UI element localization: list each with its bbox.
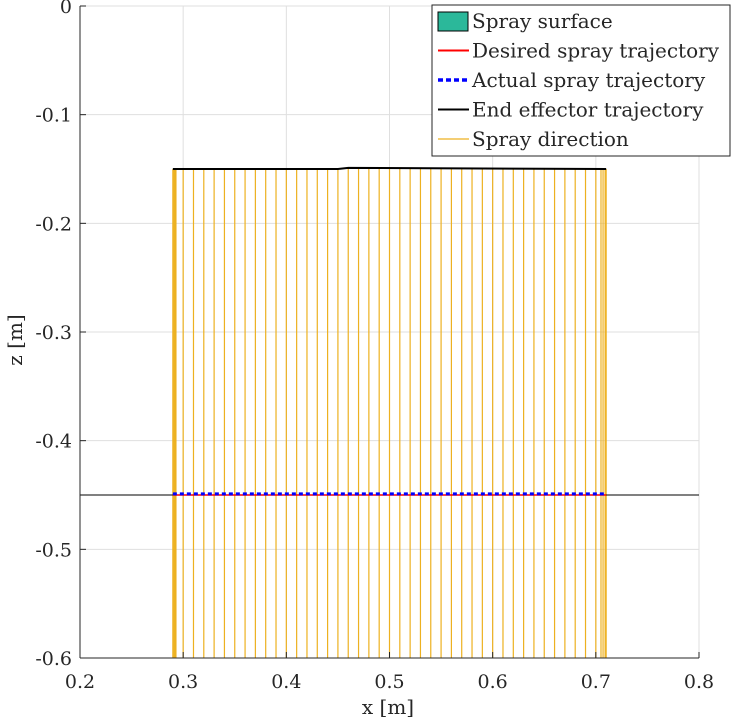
x-tick-label: 0.7: [581, 671, 611, 693]
y-tick-label: 0: [60, 0, 72, 18]
y-axis-ticks: 0 -0.1 -0.2 -0.3 -0.4 -0.5 -0.6: [35, 0, 86, 670]
x-tick-label: 0.8: [684, 671, 714, 693]
x-axis-ticks: 0.2 0.3 0.4 0.5 0.6 0.7 0.8: [65, 652, 714, 693]
x-tick-label: 0.3: [168, 671, 198, 693]
chart-marks: [80, 166, 699, 658]
y-tick-label: -0.6: [35, 648, 72, 670]
x-axis-label: x [m]: [362, 695, 414, 719]
x-tick-label: 0.4: [271, 671, 301, 693]
y-axis-label: z [m]: [3, 314, 27, 365]
legend: Spray surface Desired spray trajectory Act…: [431, 4, 731, 157]
y-tick-label: -0.4: [35, 431, 72, 453]
x-tick-label: 0.5: [374, 671, 404, 693]
x-tick-label: 0.2: [65, 671, 95, 693]
y-tick-label: -0.1: [35, 105, 72, 127]
x-tick-label: 0.6: [478, 671, 508, 693]
legend-label: Spray direction: [472, 127, 629, 151]
y-tick-label: -0.2: [35, 213, 72, 235]
legend-label: Spray surface: [472, 9, 613, 33]
legend-label: Desired spray trajectory: [472, 39, 720, 63]
y-tick-label: -0.3: [35, 322, 72, 344]
legend-box: [431, 4, 731, 157]
y-tick-label: -0.5: [35, 539, 72, 561]
end-effector-trajectory-line: [172, 166, 607, 170]
legend-label: End effector trajectory: [472, 98, 704, 122]
legend-label: Actual spray trajectory: [471, 68, 706, 92]
legend-swatch: [437, 11, 469, 32]
